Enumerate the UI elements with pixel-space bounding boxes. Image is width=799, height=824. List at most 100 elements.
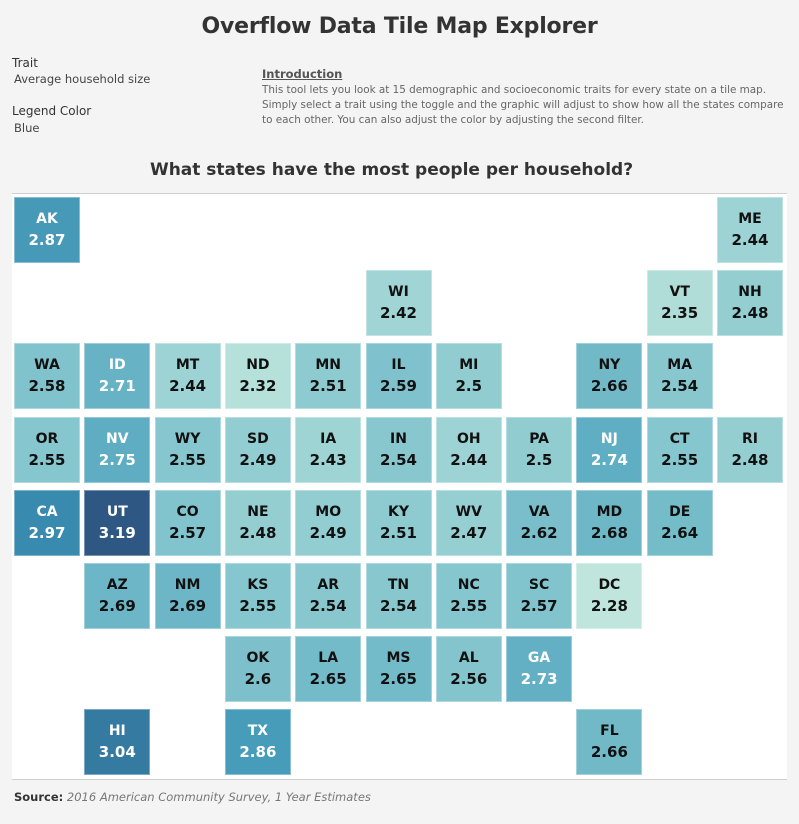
state-tile-nj[interactable]: NJ 2.74	[576, 416, 643, 483]
state-value: 2.35	[661, 304, 699, 323]
state-value: 2.43	[309, 450, 347, 469]
state-tile-ok[interactable]: OK 2.6	[224, 636, 291, 703]
state-tile-nh[interactable]: NH 2.48	[717, 270, 783, 337]
state-tile-wa[interactable]: WA 2.58	[14, 343, 80, 410]
state-tile-il[interactable]: IL 2.59	[365, 343, 432, 410]
legend-color-filter-label: Legend Color	[12, 104, 92, 118]
state-tile-ny[interactable]: NY 2.66	[576, 343, 643, 410]
state-value: 2.51	[309, 377, 347, 396]
state-abbr: ID	[108, 357, 126, 374]
state-abbr: KY	[388, 503, 409, 520]
state-value: 2.55	[450, 597, 488, 615]
state-tile-ky[interactable]: KY 2.51	[365, 489, 432, 556]
state-value: 2.62	[520, 523, 558, 542]
state-abbr: NV	[106, 430, 129, 447]
state-tile-va[interactable]: VA 2.62	[506, 489, 573, 556]
state-tile-wi[interactable]: WI 2.42	[365, 270, 432, 337]
state-abbr: TN	[387, 577, 410, 593]
state-abbr: ME	[738, 211, 762, 227]
state-tile-ga[interactable]: GA 2.73	[506, 636, 573, 703]
state-tile-oh[interactable]: OH 2.44	[435, 416, 502, 483]
state-value: 2.65	[309, 670, 347, 689]
state-tile-me[interactable]: ME 2.44	[717, 197, 783, 263]
state-abbr: NJ	[600, 430, 618, 447]
state-abbr: AL	[458, 650, 479, 667]
state-value: 2.57	[169, 523, 207, 542]
legend-color-filter-value[interactable]: Blue	[14, 121, 40, 135]
state-tile-ne[interactable]: NE 2.48	[224, 489, 291, 556]
state-tile-co[interactable]: CO 2.57	[154, 489, 221, 556]
state-abbr: MO	[315, 503, 342, 520]
tile-map: AK 2.87 ME 2.44 WI 2.42 VT 2.35 NH 2.48 WA 2.58 ID 2.…	[12, 193, 787, 780]
trait-filter-value[interactable]: Average household size	[14, 72, 151, 86]
state-value: 2.48	[731, 304, 769, 323]
state-abbr: NM	[174, 577, 201, 593]
state-tile-vt[interactable]: VT 2.35	[646, 270, 713, 337]
state-tile-wv[interactable]: WV 2.47	[435, 489, 502, 556]
state-tile-in[interactable]: IN 2.54	[365, 416, 432, 483]
state-tile-dc[interactable]: DC 2.28	[576, 563, 643, 629]
state-abbr: SD	[247, 430, 269, 447]
state-tile-mo[interactable]: MO 2.49	[295, 489, 362, 556]
state-value: 2.54	[379, 597, 417, 615]
source-text: 2016 American Community Survey, 1 Year E…	[66, 790, 371, 804]
state-tile-az[interactable]: AZ 2.69	[84, 563, 151, 629]
state-tile-nv[interactable]: NV 2.75	[84, 416, 151, 483]
state-value: 2.5	[455, 377, 483, 396]
state-tile-la[interactable]: LA 2.65	[295, 636, 362, 703]
state-abbr: MS	[386, 650, 411, 667]
state-tile-fl[interactable]: FL 2.66	[576, 709, 643, 776]
state-tile-ca[interactable]: CA 2.97	[14, 489, 80, 556]
introduction-body: This tool lets you look at 15 demographi…	[262, 84, 784, 126]
state-tile-hi[interactable]: HI 3.04	[84, 709, 151, 776]
state-abbr: NY	[598, 357, 621, 374]
state-value: 2.6	[244, 670, 272, 689]
state-tile-ar[interactable]: AR 2.54	[295, 563, 362, 629]
state-tile-ut[interactable]: UT 3.19	[84, 489, 151, 556]
state-tile-id[interactable]: ID 2.71	[84, 343, 151, 410]
state-tile-ri[interactable]: RI 2.48	[717, 416, 783, 483]
state-tile-ms[interactable]: MS 2.65	[365, 636, 432, 703]
state-abbr: AZ	[106, 577, 128, 593]
state-abbr: CT	[669, 430, 690, 447]
state-tile-or[interactable]: OR 2.55	[14, 416, 80, 483]
state-tile-md[interactable]: MD 2.68	[576, 489, 643, 556]
state-abbr: MA	[667, 357, 693, 374]
state-abbr: MI	[459, 357, 479, 374]
state-abbr: OH	[456, 430, 481, 447]
state-tile-nc[interactable]: NC 2.55	[435, 563, 502, 629]
state-tile-wy[interactable]: WY 2.55	[154, 416, 221, 483]
state-tile-tn[interactable]: TN 2.54	[365, 563, 432, 629]
state-value: 2.66	[590, 377, 628, 396]
state-tile-sc[interactable]: SC 2.57	[506, 563, 573, 629]
state-value: 2.54	[661, 377, 699, 396]
state-tile-mi[interactable]: MI 2.5	[435, 343, 502, 410]
state-tile-mn[interactable]: MN 2.51	[295, 343, 362, 410]
state-abbr: MD	[596, 503, 623, 520]
state-tile-ak[interactable]: AK 2.87	[14, 197, 80, 263]
state-value: 2.48	[239, 523, 277, 542]
state-tile-ma[interactable]: MA 2.54	[646, 343, 713, 410]
state-tile-mt[interactable]: MT 2.44	[154, 343, 221, 410]
state-tile-ct[interactable]: CT 2.55	[646, 416, 713, 483]
state-value: 2.73	[520, 670, 558, 689]
state-tile-de[interactable]: DE 2.64	[646, 489, 713, 556]
state-tile-al[interactable]: AL 2.56	[435, 636, 502, 703]
state-tile-ia[interactable]: IA 2.43	[295, 416, 362, 483]
state-value: 2.44	[450, 450, 488, 469]
state-value: 2.97	[28, 523, 66, 542]
state-abbr: IL	[391, 357, 406, 374]
state-abbr: RI	[742, 430, 758, 447]
state-abbr: WI	[388, 284, 409, 301]
state-abbr: FL	[600, 723, 619, 740]
state-value: 2.57	[520, 597, 558, 615]
state-abbr: MT	[175, 357, 200, 374]
state-value: 2.65	[379, 670, 417, 689]
state-tile-nd[interactable]: ND 2.32	[224, 343, 291, 410]
state-tile-pa[interactable]: PA 2.5	[506, 416, 573, 483]
state-tile-nm[interactable]: NM 2.69	[154, 563, 221, 629]
state-tile-tx[interactable]: TX 2.86	[224, 709, 291, 776]
state-tile-sd[interactable]: SD 2.49	[224, 416, 291, 483]
state-abbr: AK	[36, 211, 58, 227]
state-tile-ks[interactable]: KS 2.55	[224, 563, 291, 629]
